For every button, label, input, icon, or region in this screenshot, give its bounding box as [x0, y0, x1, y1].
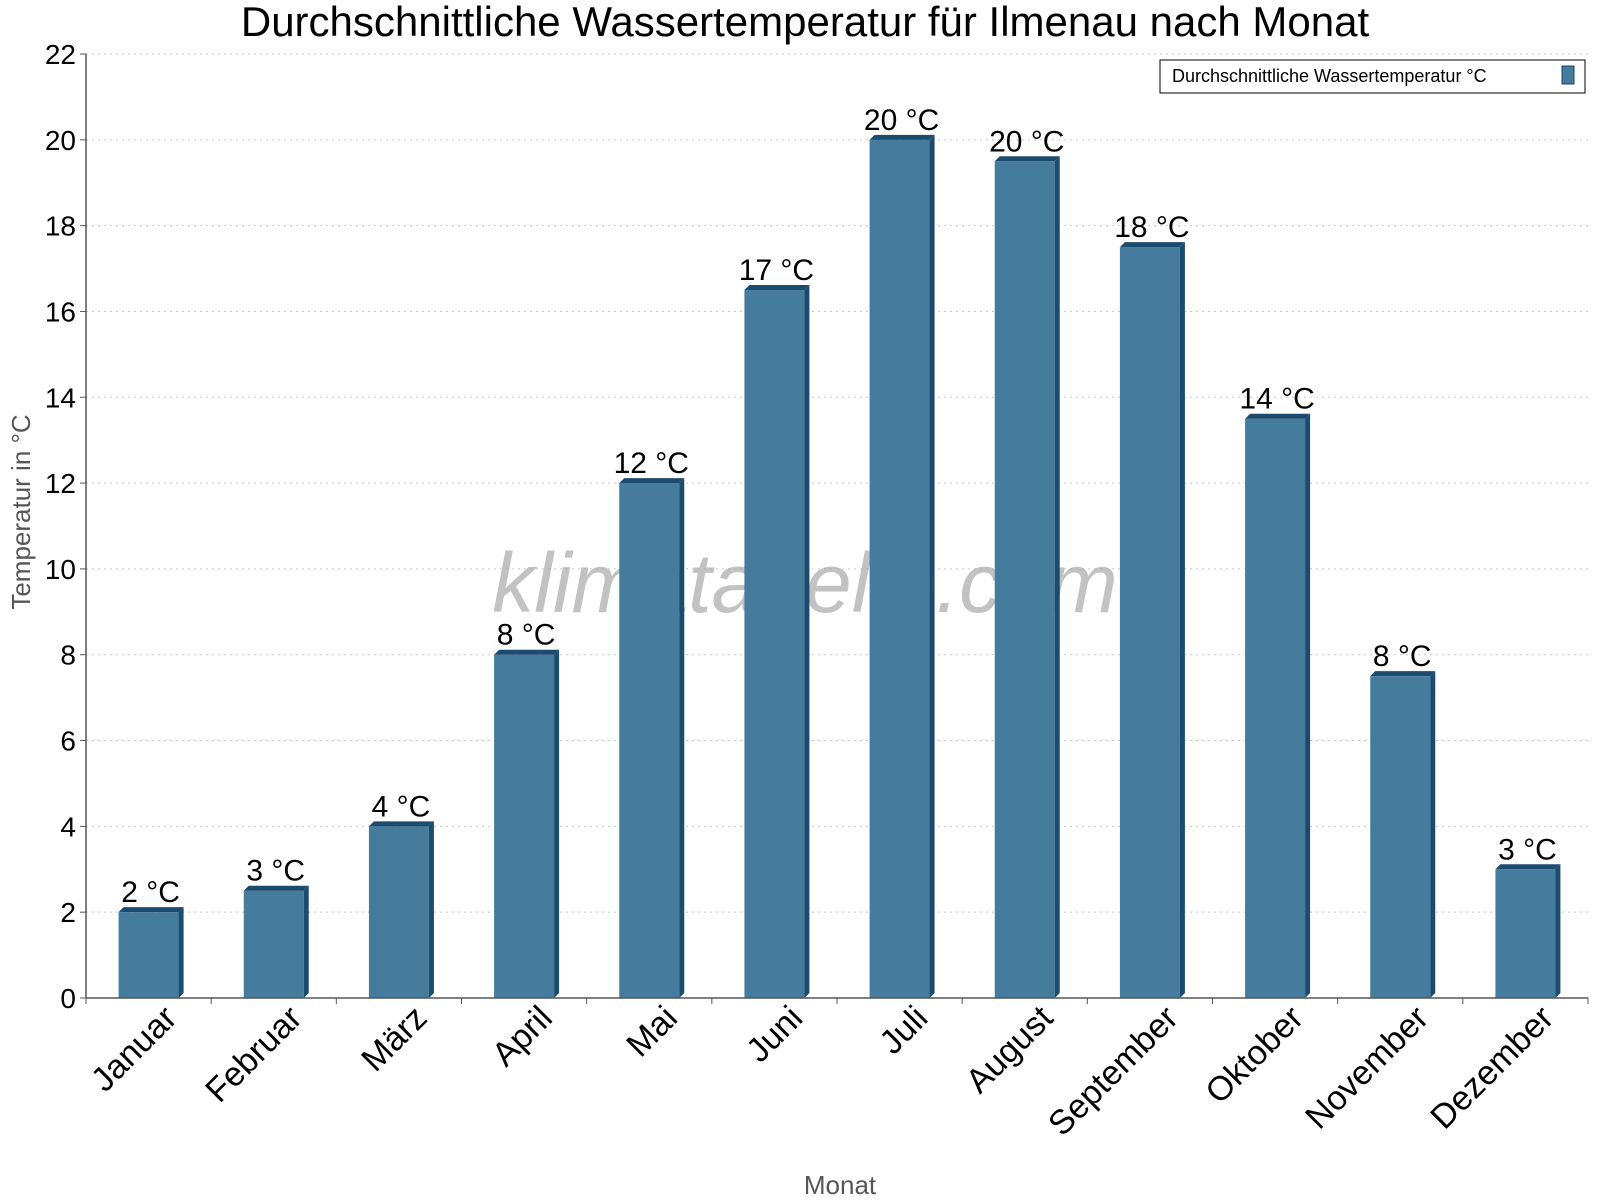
y-axis-label: Temperatur in °C: [6, 414, 36, 609]
data-label: 20 °C: [989, 125, 1064, 158]
y-tick-label: 22: [45, 39, 76, 70]
legend-label: Durchschnittliche Wassertemperatur °C: [1172, 66, 1487, 86]
bar-face: [869, 139, 930, 998]
y-tick-label: 18: [45, 211, 76, 242]
bar-side: [679, 478, 685, 998]
bar-september[interactable]: [1119, 242, 1185, 998]
legend-box: [1159, 59, 1586, 94]
bar-side: [1430, 671, 1436, 998]
y-tick-label: 14: [45, 382, 76, 413]
bar-side: [804, 285, 810, 998]
y-tick-label: 20: [45, 125, 76, 156]
data-label: 17 °C: [739, 254, 814, 287]
y-tick-label: 4: [60, 811, 76, 842]
bar-face: [1495, 869, 1556, 998]
data-label: 20 °C: [864, 104, 939, 137]
data-label: 14 °C: [1239, 383, 1314, 416]
bar-top: [243, 885, 309, 891]
bar-märz[interactable]: [368, 821, 434, 998]
bar-top: [368, 821, 434, 827]
bar-januar[interactable]: [118, 907, 184, 998]
bar-april[interactable]: [494, 649, 560, 998]
bar-top: [744, 285, 810, 290]
bar-face: [994, 161, 1055, 999]
bar-side: [178, 907, 184, 998]
bar-side: [1054, 156, 1060, 999]
bar-mai[interactable]: [619, 478, 685, 998]
y-tick-label: 2: [60, 897, 76, 928]
bar-dezember[interactable]: [1495, 864, 1561, 998]
bar-face: [619, 483, 680, 998]
bar-side: [1179, 242, 1185, 998]
bar-top: [1245, 413, 1311, 419]
data-label: 18 °C: [1114, 211, 1189, 244]
bar-august[interactable]: [994, 156, 1060, 999]
y-tick-label: 10: [45, 554, 76, 585]
y-tick-label: 16: [45, 296, 76, 327]
legend-swatch: [1561, 65, 1575, 85]
y-tick-label: 0: [60, 983, 76, 1014]
bar-november[interactable]: [1370, 671, 1436, 998]
y-ticks: 0 2 4 6 8 10 12 14 16 18 20 22: [45, 39, 86, 1014]
bar-juli[interactable]: [869, 134, 935, 998]
bar-top: [1370, 671, 1436, 677]
chart-title: Durchschnittliche Wassertemperatur für I…: [241, 0, 1370, 45]
bar-februar[interactable]: [243, 885, 309, 998]
bar-face: [494, 654, 555, 998]
data-label: 8 °C: [497, 619, 556, 652]
bar-side: [929, 134, 935, 998]
bar-side: [1555, 864, 1561, 998]
bar-face: [1245, 418, 1306, 998]
bar-top: [619, 478, 685, 484]
bar-side: [554, 649, 560, 998]
bar-face: [1370, 676, 1431, 998]
bar-face: [1119, 247, 1180, 998]
data-label: 8 °C: [1373, 640, 1432, 673]
data-label: 12 °C: [614, 447, 689, 480]
data-label: 4 °C: [372, 790, 431, 823]
bar-side: [1305, 413, 1311, 998]
y-tick-label: 12: [45, 468, 76, 499]
bar-side: [303, 885, 309, 998]
bar-top: [118, 907, 184, 913]
bar-top: [869, 134, 935, 140]
bar-face: [118, 912, 179, 998]
bar-top: [1495, 864, 1561, 870]
y-tick-label: 8: [60, 640, 76, 671]
data-label: 3 °C: [1498, 833, 1557, 866]
bars: [118, 134, 1561, 999]
x-axis-label: Monat: [804, 1170, 877, 1200]
bar-top: [994, 156, 1060, 162]
bar-face: [368, 826, 429, 998]
bar-juni[interactable]: [744, 285, 810, 998]
legend[interactable]: Durchschnittliche Wassertemperatur °C: [1159, 59, 1586, 94]
data-labels: 2 °C 3 °C 4 °C 8 °C 12 °C 17 °C 20 °C 20 °C 18 °…: [121, 104, 1557, 909]
bar-side: [428, 821, 434, 998]
data-label: 2 °C: [121, 876, 180, 909]
data-label: 3 °C: [246, 855, 305, 888]
bar-top: [494, 649, 560, 655]
bar-top: [1119, 242, 1185, 248]
y-tick-label: 6: [60, 726, 76, 757]
bar-face: [243, 890, 304, 998]
bar-oktober[interactable]: [1245, 413, 1311, 998]
bar-face: [744, 290, 805, 998]
grid: [86, 53, 1588, 913]
